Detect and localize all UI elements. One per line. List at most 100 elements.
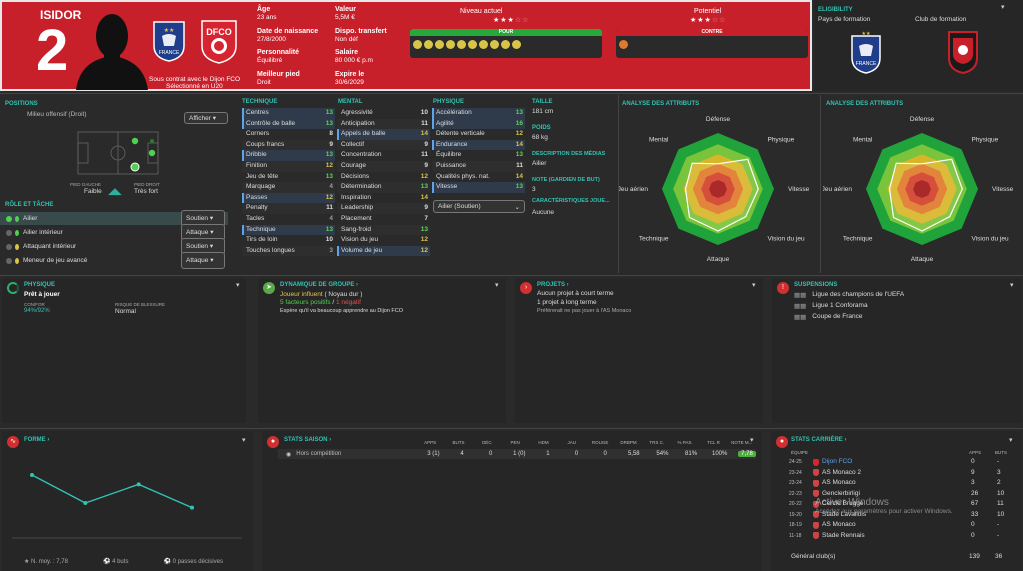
attribute-row[interactable]: Volume de jeu 12 (337, 245, 430, 257)
eligibility-title[interactable]: ELIGIBILITY (818, 7, 853, 13)
stats-header[interactable]: ROUGE (591, 440, 609, 445)
career-team[interactable]: Dijon FCO (822, 458, 853, 465)
stade-rennais-badge-icon[interactable] (947, 30, 979, 76)
afficher-dropdown[interactable]: Afficher ▾ (184, 112, 228, 124)
trait-speed-icon[interactable] (512, 40, 521, 49)
attribute-row[interactable]: Touches longues 3 (242, 245, 335, 257)
trait-star-icon[interactable] (413, 40, 422, 49)
role-title[interactable]: RÔLE ET TÂCHE (5, 202, 54, 208)
trait-team-icon[interactable] (501, 40, 510, 49)
attribute-row[interactable]: Anticipation 11 (337, 118, 430, 130)
suspensions-title[interactable]: SUSPENSIONS (794, 282, 838, 288)
eligibility-chevron-icon[interactable]: ▾ (1001, 4, 1005, 11)
role-row[interactable]: Ailier intérieur Attaque ▾ (0, 224, 228, 241)
stats-header[interactable]: APPS (424, 440, 437, 445)
attribute-row[interactable]: Dribble 13 (242, 150, 335, 161)
dynamique-title[interactable]: DYNAMIQUE DE GROUPE › (280, 282, 359, 288)
attribute-row[interactable]: Détente verticale 12 (432, 129, 525, 140)
dynamique-chevron-icon[interactable]: ▾ (495, 282, 499, 289)
attribute-row[interactable]: Endurance 14 (432, 139, 525, 151)
attribute-row[interactable]: Inspiration 14 (337, 193, 430, 204)
trait-pass-icon[interactable] (468, 40, 477, 49)
stats-carriere-chevron-icon[interactable]: ▾ (1009, 437, 1013, 444)
attribute-row[interactable]: Marquage 4 (242, 182, 335, 193)
stats-carriere-title[interactable]: STATS CARRIÈRE › (791, 437, 847, 443)
attribute-row[interactable]: Décisions 12 (337, 172, 430, 183)
duty-dropdown[interactable]: Soutien ▾ (181, 210, 225, 227)
positions-title[interactable]: POSITIONS (5, 101, 38, 107)
attribute-row[interactable]: Détermination 13 (337, 182, 430, 193)
duty-dropdown[interactable]: Attaque ▾ (181, 252, 225, 269)
stats-header[interactable]: TRS C. (649, 440, 665, 445)
role-row[interactable]: Meneur de jeu avancé Attaque ▾ (0, 252, 228, 269)
stats-header[interactable]: % PAS. (677, 440, 693, 445)
suspensions-chevron-icon[interactable]: ▾ (1010, 282, 1014, 289)
career-row[interactable]: 22-23 Genclerbirligi 26 10 (789, 489, 1019, 500)
stats-header[interactable]: JAU (567, 440, 577, 445)
attribute-row[interactable]: Accélération 13 (432, 108, 525, 119)
attribute-row[interactable]: Centres 13 (242, 108, 335, 119)
trait-boot-icon[interactable] (435, 40, 444, 49)
stats-saison-title[interactable]: STATS SAISON › (284, 437, 332, 443)
attribute-row[interactable]: Penalty 11 (242, 203, 335, 214)
attribute-row[interactable]: Technique 13 (242, 224, 335, 236)
attribute-row[interactable]: Vitesse 13 (432, 182, 525, 193)
forme-point[interactable] (190, 505, 194, 510)
stats-header[interactable]: TCL R (707, 440, 720, 445)
attribute-row[interactable]: Contrôle de balle 13 (242, 118, 335, 130)
career-row[interactable]: 23-24 AS Monaco 2 9 3 (789, 468, 1019, 479)
projets-title[interactable]: PROJETS › (537, 282, 569, 288)
stats-header[interactable]: BUTS (452, 440, 465, 445)
attribute-row[interactable]: Sang-froid 13 (337, 224, 430, 236)
trait-head-icon[interactable] (457, 40, 466, 49)
physique-card-title[interactable]: PHYSIQUE (24, 282, 56, 288)
attribute-row[interactable]: Placement 7 (337, 214, 430, 225)
forme-chevron-icon[interactable]: ▾ (242, 437, 246, 444)
trait-run-icon[interactable] (479, 40, 488, 49)
attribute-row[interactable]: Coups francs 9 (242, 139, 335, 151)
attribute-row[interactable]: Tirs de loin 10 (242, 235, 335, 246)
attribute-row[interactable]: Appels de balle 14 (337, 129, 430, 140)
career-row[interactable]: 23-24 AS Monaco 3 2 (789, 478, 1019, 489)
career-row[interactable]: 11-18 Stade Rennais 0 - (789, 531, 1019, 542)
stats-header[interactable]: HDM (538, 440, 549, 445)
stats-header[interactable]: DÉC (482, 440, 492, 445)
stats-row[interactable]: ◉ Hors compétition 3 (1) 4 0 1 (0) 1 0 0 5,58 54… (278, 449, 756, 459)
stats-header[interactable]: PEN (510, 440, 520, 445)
attribute-row[interactable]: Qualités phys. nat. 14 (432, 172, 525, 183)
trait-flag-icon[interactable] (446, 40, 455, 49)
forme-point[interactable] (83, 501, 88, 505)
attribute-row[interactable]: Courage 9 (337, 160, 430, 172)
attribute-row[interactable]: Jeu de tête 13 (242, 172, 335, 183)
attribute-row[interactable]: Puissance 11 (432, 160, 525, 172)
attribute-row[interactable]: Leadership 9 (337, 203, 430, 214)
stats-header[interactable]: DRBPM (620, 440, 637, 445)
career-row[interactable]: 20-22 Cercle Brugge 67 11 (789, 499, 1019, 510)
stats-header[interactable]: NOTE M... (731, 440, 753, 445)
trait-crosses-icon[interactable] (424, 40, 433, 49)
attribute-row[interactable]: Équilibre 13 (432, 150, 525, 161)
forme-title[interactable]: FORME › (24, 437, 50, 443)
france-badge-icon[interactable]: ★★ FRANCE (152, 20, 186, 62)
attribute-row[interactable]: Tacles 4 (242, 214, 335, 225)
attribute-row[interactable]: Passes 12 (242, 192, 335, 204)
role-row[interactable]: Ailier Soutien ▾ (0, 210, 228, 227)
attribute-row[interactable]: Agressivité 10 (337, 108, 430, 119)
trait-weakness-icon[interactable] (619, 40, 628, 49)
stats-saison-chevron-icon[interactable]: ▾ (750, 437, 754, 444)
attribute-row[interactable]: Vision du jeu 12 (337, 235, 430, 246)
forme-point[interactable] (30, 473, 34, 477)
forme-point[interactable] (136, 482, 141, 487)
attribute-row[interactable]: Agilité 16 (432, 118, 525, 130)
france-badge-icon[interactable]: ★★ FRANCE (850, 30, 882, 76)
trait-agility-icon[interactable] (490, 40, 499, 49)
attribute-row[interactable]: Collectif 9 (337, 139, 430, 151)
role-attribute-dropdown[interactable]: Ailier (Soutien) ⌄ (433, 200, 525, 213)
attribute-row[interactable]: Corners 8 (242, 129, 335, 140)
career-row[interactable]: 19-20 Stade Lavallois 33 10 (789, 510, 1019, 521)
physique-chevron-icon[interactable]: ▾ (236, 282, 240, 289)
attribute-row[interactable]: Finition 12 (242, 160, 335, 172)
projets-chevron-icon[interactable]: ▾ (752, 282, 756, 289)
attribute-row[interactable]: Concentration 11 (337, 150, 430, 161)
dfco-badge-icon[interactable]: DFCO (199, 18, 239, 64)
